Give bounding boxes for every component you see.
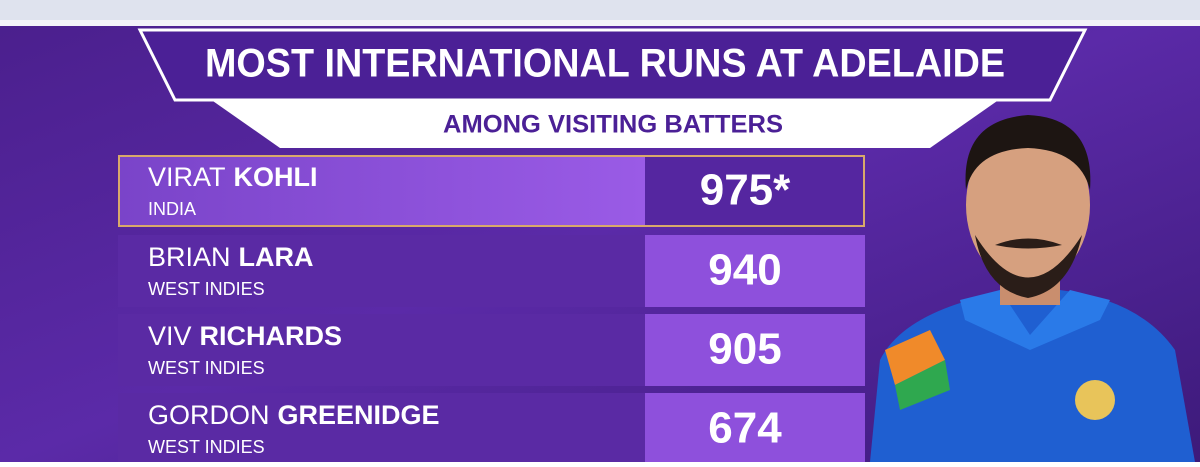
player-photo [870,115,1195,462]
runs-cell [645,393,865,465]
subtitle: AMONG VISITING BATTERS [443,111,783,139]
runs: 975* [700,166,791,215]
top-line [0,20,1200,26]
country: WEST INDIES [148,279,265,299]
highlight-border [118,155,865,227]
first-name: VIV [148,321,192,351]
country: INDIA [148,199,196,219]
first-name: VIRAT [148,162,226,192]
table-row: GORDON GREENIDGE WEST INDIES 674 [118,393,865,465]
runs-cell [645,314,865,386]
runs: 940 [708,246,781,295]
name-cell [118,393,645,465]
runs-cell [645,235,865,307]
country: WEST INDIES [148,437,265,457]
table-row: BRIAN LARA WEST INDIES 940 [118,235,865,307]
player-name: BRIAN LARA [148,242,314,272]
name-cell [118,314,645,386]
last-name: KOHLI [234,162,318,192]
subtitle-banner [210,99,1000,148]
table: VIRAT KOHLI INDIA 975* BRIAN LARA WEST INDIES 9… [118,155,865,465]
player-name: GORDON GREENIDGE [148,400,440,430]
runs: 674 [708,404,782,453]
title: MOST INTERNATIONAL RUNS AT ADELAIDE [205,42,1005,86]
name-cell [118,235,645,307]
last-name: LARA [239,242,314,272]
runs-cell [645,155,865,227]
runs: 905 [708,325,781,374]
top-strip [0,0,1200,20]
player-name: VIV RICHARDS [148,321,342,351]
name-cell [118,155,645,227]
country: WEST INDIES [148,358,265,378]
table-row: VIV RICHARDS WEST INDIES 905 [118,314,865,386]
first-name: BRIAN [148,242,231,272]
last-name: RICHARDS [200,321,343,351]
last-name: GREENIDGE [278,400,440,430]
player-name: VIRAT KOHLI [148,162,318,192]
first-name: GORDON [148,400,270,430]
table-row: VIRAT KOHLI INDIA 975* [118,155,865,227]
title-banner [137,28,1088,102]
